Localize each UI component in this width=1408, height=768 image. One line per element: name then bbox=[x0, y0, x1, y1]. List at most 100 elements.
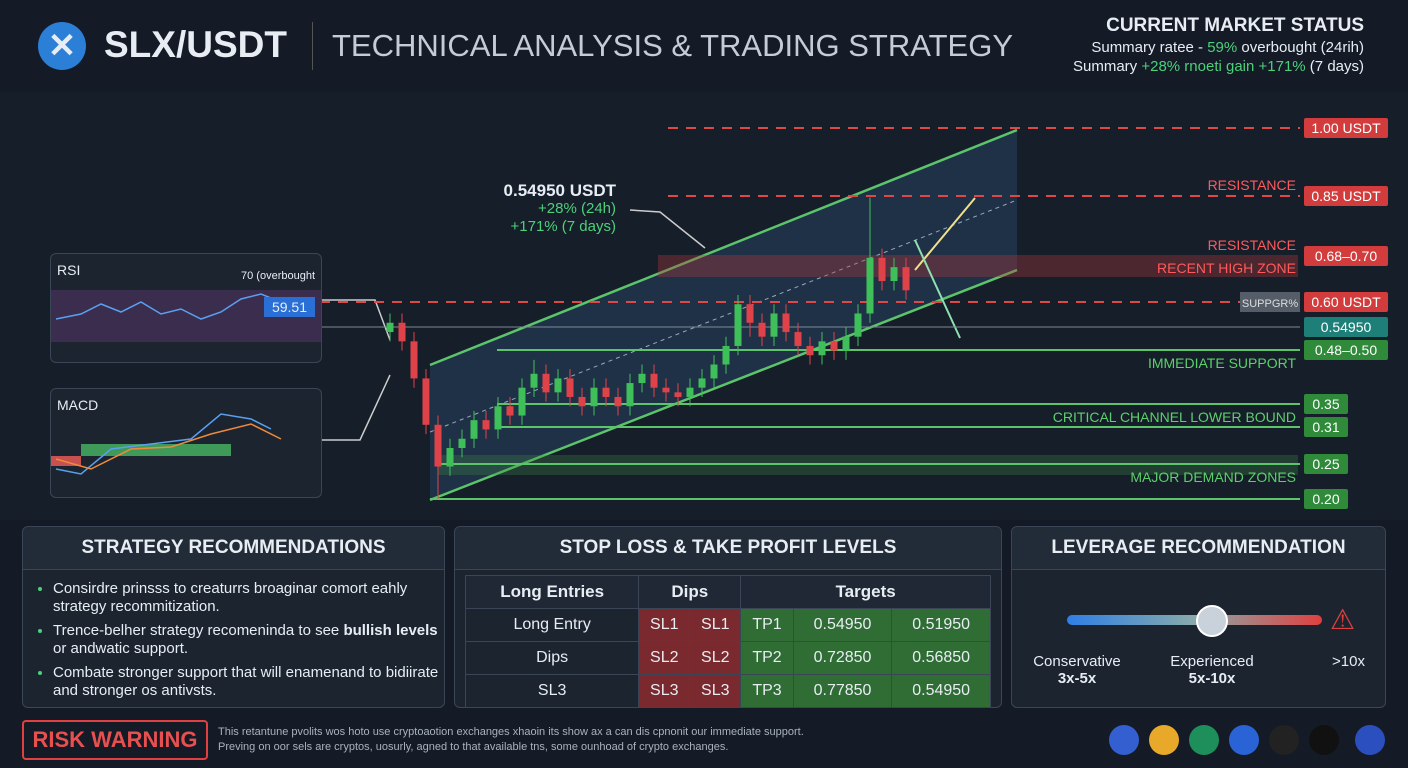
level-tag: 0.85 USDT bbox=[1311, 188, 1381, 204]
candle-body bbox=[590, 387, 598, 407]
row: SL3 SL3 SL3 TP3 0.77850 0.54950 bbox=[464, 674, 991, 708]
hist bbox=[81, 444, 231, 456]
header-row: Long Entries Dips Targets bbox=[464, 575, 991, 609]
macd-label: MACD bbox=[57, 397, 99, 413]
candle-body bbox=[758, 322, 766, 337]
bullet: Consirdre prinsss to creaturrs broaginar… bbox=[53, 580, 444, 616]
level-name: CRITICAL CHANNEL LOWER BOUND bbox=[1053, 409, 1296, 425]
level-tag-bg bbox=[1304, 489, 1348, 509]
row: Long Entry SL1 SL1 TP1 0.54950 0.51950 bbox=[464, 608, 991, 642]
t: 59% bbox=[1207, 39, 1238, 56]
candle-body bbox=[662, 387, 670, 393]
candle-body bbox=[674, 392, 682, 397]
level-tag-bg bbox=[1304, 246, 1388, 266]
cell: 0.54950 bbox=[891, 674, 991, 708]
candle-body bbox=[602, 387, 610, 397]
candle-body bbox=[650, 373, 658, 388]
level-name: IMMEDIATE SUPPORT bbox=[1148, 355, 1297, 371]
candle-body bbox=[890, 267, 898, 282]
high-zone bbox=[658, 255, 1298, 277]
opt: Experienced 5x-10x bbox=[1157, 653, 1267, 687]
level-tag: 0.31 bbox=[1312, 419, 1339, 435]
candle-body bbox=[686, 387, 694, 397]
candle-body bbox=[398, 322, 406, 342]
channel-mid bbox=[429, 199, 1018, 433]
candle-body bbox=[410, 341, 418, 379]
candle-body bbox=[722, 345, 730, 365]
title: TECHNICAL ANALYSIS & TRADING STRATEGY bbox=[332, 28, 1014, 63]
candle-body bbox=[554, 378, 562, 393]
candle-body bbox=[530, 373, 538, 388]
slider-knob bbox=[1196, 605, 1228, 637]
cell: SL2 bbox=[689, 641, 742, 675]
cell: SL1 bbox=[689, 608, 742, 642]
level-tag: 0.48–0.50 bbox=[1315, 342, 1377, 358]
level-name-bg bbox=[1240, 292, 1300, 312]
opt: Conservative 3x-5x bbox=[1022, 653, 1132, 687]
level-name: MAJOR DEMAND ZONES bbox=[1130, 469, 1296, 485]
header-cell: Dips bbox=[638, 575, 742, 609]
levels-table: Long Entries Dips Targets Long Entry SL1 SL1 T… bbox=[464, 575, 991, 708]
coins bbox=[1109, 725, 1385, 755]
cell: SL3 bbox=[464, 674, 640, 708]
cell: TP2 bbox=[740, 641, 794, 675]
candle-body bbox=[458, 438, 466, 448]
candle-body bbox=[614, 396, 622, 407]
row: Dips SL2 SL2 TP2 0.72850 0.56850 bbox=[464, 641, 991, 675]
slider bbox=[1067, 615, 1322, 625]
t: Summary bbox=[1073, 58, 1142, 75]
rsi-ob: 70 (overbought bbox=[241, 270, 315, 282]
level-tag: 0.35 bbox=[1312, 396, 1339, 412]
t: 3x-5x bbox=[1057, 670, 1097, 687]
up-arrow bbox=[914, 197, 976, 271]
opt: >10x bbox=[1332, 653, 1365, 670]
header-cell: Targets bbox=[740, 575, 991, 609]
rsi-label: RSI bbox=[57, 262, 81, 278]
candle-body bbox=[710, 364, 718, 379]
candle-body bbox=[434, 424, 442, 467]
cell: 0.51950 bbox=[891, 608, 991, 642]
risk-title: RISK WARNING bbox=[22, 720, 208, 760]
panel-title: STOP LOSS & TAKE PROFIT LEVELS bbox=[455, 527, 1001, 570]
candle-body bbox=[782, 313, 790, 333]
macd-line bbox=[55, 413, 272, 475]
status-line: Summary +28% rnoeti gain +171% (7 days) bbox=[1073, 57, 1364, 76]
level-tag: 0.60 USDT bbox=[1311, 294, 1381, 310]
t: This retantune pvolits wos hoto use cryp… bbox=[218, 726, 804, 738]
level-tag-bg bbox=[1304, 317, 1388, 337]
signal-line bbox=[55, 423, 282, 470]
level-name: RESISTANCE bbox=[1208, 177, 1296, 193]
candle-body bbox=[518, 387, 526, 416]
note-arrow bbox=[629, 209, 706, 249]
candle-body bbox=[566, 378, 574, 397]
status-title: CURRENT MARKET STATUS bbox=[1106, 15, 1364, 36]
level-tag: 0.54950 bbox=[1321, 319, 1372, 335]
level-tag-bg bbox=[1304, 292, 1388, 312]
t: or andwatic support. bbox=[53, 640, 189, 657]
down-arrow bbox=[914, 239, 961, 339]
rsi-line bbox=[55, 293, 302, 320]
candle-body bbox=[746, 304, 754, 323]
t: Trence-belher strategy recomeninda to se… bbox=[53, 622, 344, 639]
candle-body bbox=[806, 345, 814, 356]
cell: Long Entry bbox=[464, 608, 640, 642]
level-tag-bg bbox=[1304, 118, 1388, 138]
candle-body bbox=[698, 378, 706, 388]
channel-top bbox=[429, 128, 1018, 367]
cell: 0.77850 bbox=[792, 674, 893, 708]
status-line: Summary ratee - 59% overbought (24rih) bbox=[1073, 38, 1364, 57]
change: +28% (24h) bbox=[538, 200, 616, 217]
hist bbox=[51, 456, 81, 466]
cell: Dips bbox=[464, 641, 640, 675]
change: +171% (7 days) bbox=[510, 218, 616, 235]
t: +28% rnoeti gain +171% bbox=[1141, 58, 1306, 75]
candle-body bbox=[638, 373, 646, 384]
candle-body bbox=[902, 267, 910, 291]
candle-body bbox=[842, 336, 850, 351]
t: Experienced bbox=[1170, 653, 1254, 670]
level-tag-bg bbox=[1304, 394, 1348, 414]
cell: TP1 bbox=[740, 608, 794, 642]
header-cell: Long Entries bbox=[464, 575, 640, 609]
candle-body bbox=[446, 447, 454, 467]
channel-bottom bbox=[429, 268, 1018, 502]
